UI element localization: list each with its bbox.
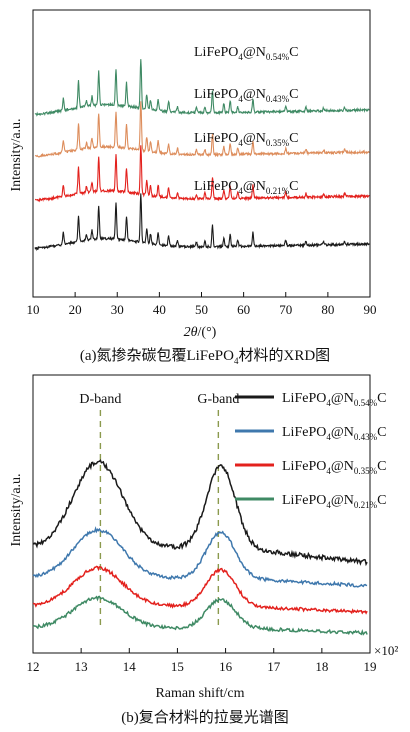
xrd-x-tick-label-4: 50 (195, 302, 208, 317)
xrd-x-tick-label-7: 80 (321, 302, 334, 317)
xrd-series-label-3-part-2: @N (243, 179, 266, 194)
xrd-series-label-2-part-4: C (289, 131, 298, 146)
raman-legend-label-2-part-4: C (377, 459, 386, 474)
xrd-x-ticks: 10 20 30 40 50 60 70 80 90 (27, 292, 377, 317)
raman-x-tick-label-5: 17 (267, 659, 281, 674)
xrd-x-tick-label-8: 90 (364, 302, 377, 317)
raman-band-label-1: G-band (197, 392, 239, 407)
raman-x-tick-label-6: 18 (315, 659, 328, 674)
raman-band-label-0: D-band (79, 392, 121, 407)
raman-legend-label-0-part-3: 0.54% (354, 398, 378, 408)
xrd-x-tick-label-3: 40 (153, 302, 166, 317)
raman-legend-label-3: LiFePO4@N0.21%C (282, 493, 386, 510)
raman-legend: LiFePO4@N0.54%CLiFePO4@N0.43%CLiFePO4@N0… (235, 391, 386, 510)
raman-chart: D-band G-band 12 13 14 15 16 17 18 19 LiFePO4@N0… (9, 374, 398, 726)
xrd-series-label-2-part-0: LiFePO (194, 131, 238, 146)
raman-legend-label-0-part-2: @N (331, 391, 354, 406)
xrd-series-label-3-part-3: 0.21% (266, 186, 290, 196)
raman-legend-label-2-part-2: @N (331, 459, 354, 474)
raman-legend-label-0-part-4: C (377, 391, 386, 406)
xrd-series-label-1-part-3: 0.43% (266, 94, 290, 104)
raman-x-tick-label-1: 13 (75, 659, 88, 674)
raman-plot-frame (32, 374, 371, 654)
raman-legend-label-1-part-3: 0.43% (354, 432, 378, 442)
xrd-series-line-0 (34, 59, 370, 117)
raman-legend-label-0-part-0: LiFePO (282, 391, 326, 406)
xrd-series-line-1 (34, 101, 370, 158)
xrd-x-tick-label-2: 30 (111, 302, 124, 317)
xrd-x-tick-label-5: 60 (237, 302, 250, 317)
raman-legend-label-3-part-3: 0.21% (354, 500, 378, 510)
raman-legend-label-2-part-3: 0.35% (354, 466, 378, 476)
raman-x-tick-label-0: 12 (27, 659, 40, 674)
xrd-series-label-1-part-4: C (289, 87, 298, 102)
xrd-series-label-0: LiFePO4@N0.54%C (194, 45, 298, 62)
xrd-legend-labels: LiFePO4@N0.54%CLiFePO4@N0.43%CLiFePO4@N0… (194, 45, 298, 196)
xrd-series-label-0-part-4: C (289, 45, 298, 60)
raman-x-tick-label-4: 16 (219, 659, 233, 674)
xrd-series-line-2 (35, 145, 370, 203)
xrd-series-label-3-part-1: 4 (238, 186, 243, 196)
raman-legend-label-3-part-2: @N (331, 493, 354, 508)
raman-legend-label-3-part-0: LiFePO (282, 493, 326, 508)
xrd-caption-sub: 4 (234, 356, 239, 366)
xrd-series-label-3-part-4: C (289, 179, 298, 194)
xrd-series-label-2-part-1: 4 (238, 138, 243, 148)
raman-x-tick-label-2: 14 (123, 659, 137, 674)
xrd-x-axis-label-main: 2θ (184, 325, 198, 340)
xrd-series-label-0-part-1: 4 (238, 52, 243, 62)
raman-series-line-0 (32, 459, 368, 567)
raman-x-axis-label: Raman shift/cm (155, 686, 244, 701)
xrd-x-tick-label-1: 20 (69, 302, 82, 317)
xrd-series-label-1-part-1: 4 (238, 94, 243, 104)
raman-legend-label-3-part-4: C (377, 493, 386, 508)
xrd-series-label-1: LiFePO4@N0.43%C (194, 87, 298, 104)
raman-legend-label-2-part-0: LiFePO (282, 459, 326, 474)
xrd-series-label-0-part-3: 0.54% (266, 52, 290, 62)
xrd-series-label-3-part-0: LiFePO (194, 179, 238, 194)
xrd-y-axis-label: Intensity/a.u. (9, 118, 24, 191)
xrd-series-label-2-part-3: 0.35% (266, 138, 290, 148)
raman-y-axis-label: Intensity/a.u. (9, 473, 24, 546)
xrd-x-tick-label-6: 70 (279, 302, 292, 317)
raman-legend-label-1-part-1: 4 (326, 432, 331, 442)
raman-x-tick-label-7: 19 (364, 659, 377, 674)
xrd-caption-prefix: (a)氮掺杂碳包覆LiFePO (80, 347, 234, 364)
xrd-series-group (34, 59, 370, 252)
xrd-caption-suffix: 材料的XRD图 (238, 347, 330, 364)
raman-series-line-1 (32, 526, 368, 588)
raman-legend-label-1-part-0: LiFePO (282, 425, 326, 440)
xrd-series-label-1-part-0: LiFePO (194, 87, 238, 102)
raman-caption: (b)复合材料的拉曼光谱图 (121, 708, 289, 726)
raman-x-tick-label-3: 15 (171, 659, 184, 674)
xrd-series-label-3: LiFePO4@N0.21%C (194, 179, 298, 196)
xrd-x-tick-label-0: 10 (27, 302, 40, 317)
raman-legend-label-2: LiFePO4@N0.35%C (282, 459, 386, 476)
raman-series-line-2 (32, 565, 368, 615)
raman-series-line-3 (32, 595, 368, 636)
xrd-series-line-3 (34, 193, 370, 252)
raman-legend-label-3-part-1: 4 (326, 500, 331, 510)
xrd-series-label-0-part-2: @N (243, 45, 266, 60)
raman-legend-label-0: LiFePO4@N0.54%C (282, 391, 386, 408)
xrd-series-label-2: LiFePO4@N0.35%C (194, 131, 298, 148)
raman-series-group (32, 459, 368, 636)
raman-legend-label-2-part-1: 4 (326, 466, 331, 476)
raman-x-multiplier: ×10² (374, 643, 398, 658)
raman-x-ticks: 12 13 14 15 16 17 18 19 (27, 648, 377, 674)
xrd-chart: 10 20 30 40 50 60 70 80 90 LiFePO4@N0.54%CLiFePO… (9, 9, 377, 366)
raman-legend-label-1-part-2: @N (331, 425, 354, 440)
xrd-series-label-0-part-0: LiFePO (194, 45, 238, 60)
xrd-caption: (a)氮掺杂碳包覆LiFePO4材料的XRD图 (80, 347, 330, 366)
raman-legend-label-1: LiFePO4@N0.43%C (282, 425, 386, 442)
raman-legend-label-1-part-4: C (377, 425, 386, 440)
raman-legend-label-0-part-1: 4 (326, 398, 331, 408)
raman-band-markers: D-band G-band (79, 392, 239, 625)
xrd-series-label-1-part-2: @N (243, 87, 266, 102)
xrd-x-axis-label-unit: /(°) (198, 325, 217, 340)
xrd-x-axis-label: 2θ/(°) (184, 325, 217, 340)
xrd-series-label-2-part-2: @N (243, 131, 266, 146)
